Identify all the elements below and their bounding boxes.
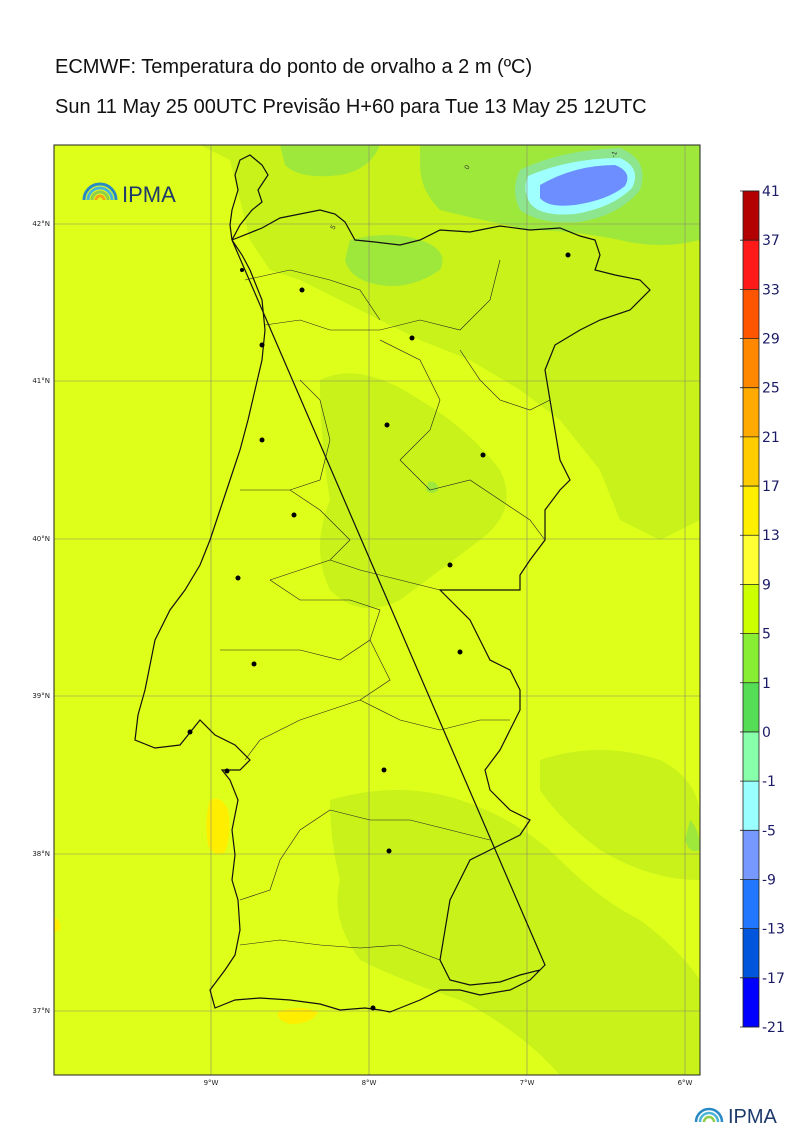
ipma-logo: IPMA (82, 182, 176, 207)
contour-label: 0 (464, 164, 472, 171)
city-marker (384, 422, 390, 428)
colorbar-label: 17 (762, 479, 780, 495)
city-markers (187, 252, 571, 1011)
map-subtitle: Sun 11 May 25 00UTC Previsão H+60 para T… (55, 96, 647, 118)
city-marker (409, 335, 415, 341)
city-marker (259, 342, 265, 348)
lat-label: 37°N (32, 1007, 50, 1015)
colorbar-label: -9 (762, 872, 776, 888)
city-marker (187, 729, 193, 735)
lat-label: 40°N (32, 535, 50, 543)
colorbar-label: 21 (762, 430, 780, 446)
lon-label: 8°W (362, 1079, 377, 1087)
colorbar-label: 33 (762, 282, 780, 298)
colorbar: 41 37 33 29 25 21 17 13 9 5 1 0 -1 -5 -9 -13 -17 -21 (740, 184, 785, 1036)
colorbar-label: 41 (762, 184, 780, 200)
map-frame (53, 144, 701, 1076)
field-band-13-17 (54, 798, 318, 1024)
city-marker (457, 649, 463, 655)
colorbar-segment (743, 879, 759, 929)
lat-label: 41°N (32, 377, 50, 385)
city-marker (240, 268, 244, 272)
colorbar-label: 13 (762, 528, 780, 544)
lon-label: 7°W (520, 1079, 535, 1087)
colorbar-segment (743, 535, 759, 585)
colorbar-segment (743, 486, 759, 536)
lat-label: 42°N (32, 220, 50, 228)
colorbar-segment (743, 387, 759, 437)
city-marker (299, 287, 305, 293)
city-marker (447, 562, 453, 568)
city-marker (291, 512, 297, 518)
longitude-labels: 9°W 8°W 7°W 6°W (204, 1079, 693, 1087)
colorbar-segment (743, 633, 759, 683)
lat-label: 38°N (32, 850, 50, 858)
contour-labels: -1 0 5 (330, 150, 619, 231)
colorbar-segment (743, 584, 759, 634)
colorbar-segment (743, 289, 759, 339)
colorbar-segment (743, 781, 759, 831)
colorbar-label: -17 (762, 971, 785, 987)
city-marker (386, 848, 392, 854)
district-borders (220, 259, 551, 961)
field-band-m5-m1 (540, 165, 628, 206)
city-marker (251, 661, 257, 667)
colorbar-label: 0 (762, 725, 771, 741)
logo-text: IPMA (122, 182, 176, 207)
city-marker (381, 767, 387, 773)
colorbar-label: -13 (762, 922, 785, 938)
colorbar-segment (743, 240, 759, 290)
city-marker (565, 252, 571, 258)
map-area: -1 0 5 (54, 145, 700, 1075)
colorbar-segment (743, 830, 759, 880)
field-band-5-9 (54, 145, 700, 1075)
colorbar-segment (743, 731, 759, 782)
colorbar-label: 29 (762, 332, 780, 348)
colorbar-segment (743, 338, 759, 388)
contour-label: 5 (330, 224, 338, 231)
colorbar-segment (743, 436, 759, 487)
colorbar-label: -5 (762, 823, 776, 839)
colorbar-segment (743, 928, 759, 978)
portugal-coastline-border (134, 154, 651, 1013)
colorbar-label: 9 (762, 577, 771, 593)
colorbar-label: 5 (762, 627, 771, 643)
city-marker (480, 452, 486, 458)
graticule (54, 145, 700, 1075)
city-marker (235, 575, 241, 581)
footer-logo-text: IPMA (728, 1106, 778, 1128)
lat-label: 39°N (32, 692, 50, 700)
lon-label: 6°W (678, 1079, 693, 1087)
footer-ipma-logo: IPMA (694, 1106, 778, 1128)
colorbar-label: -1 (762, 774, 776, 790)
colorbar-segment (743, 191, 759, 241)
colorbar-label: 1 (762, 676, 771, 692)
city-marker (224, 768, 230, 774)
latitude-labels: 42°N 41°N 40°N 39°N 38°N 37°N (32, 220, 50, 1015)
lon-label: 9°W (204, 1079, 219, 1087)
colorbar-segment (743, 977, 759, 1027)
city-marker (370, 1005, 376, 1011)
colorbar-label: 25 (762, 381, 780, 397)
map-title: ECMWF: Temperatura do ponto de orvalho a… (55, 56, 533, 78)
colorbar-label: 37 (762, 233, 780, 249)
colorbar-label: -21 (762, 1020, 785, 1036)
contour-label: -1 (610, 150, 619, 158)
city-marker (259, 437, 265, 443)
colorbar-segment (743, 682, 759, 732)
